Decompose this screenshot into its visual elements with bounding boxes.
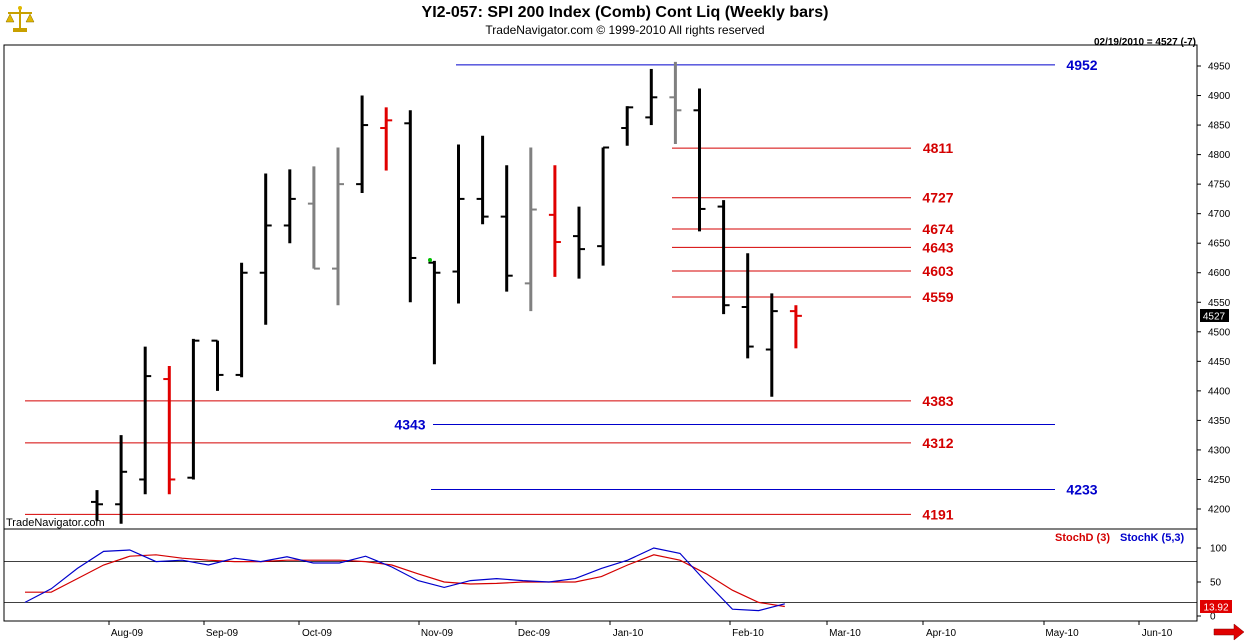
price-tick-label: 4750 xyxy=(1208,180,1231,191)
x-tick-label: Apr-10 xyxy=(926,628,956,639)
stoch-panel: 0 50 100 13.92 xyxy=(3,528,1232,623)
signal-dot xyxy=(428,258,432,262)
last-price-label: 4527 xyxy=(1203,312,1226,323)
price-level-label: 4603 xyxy=(922,263,953,279)
watermark: TradeNavigator.com xyxy=(6,517,105,529)
price-level-label: 4643 xyxy=(922,239,953,255)
legend-stochd: StochD (3) xyxy=(1055,532,1110,544)
last-price-box xyxy=(1200,309,1229,322)
price-tick-label: 4200 xyxy=(1208,505,1231,516)
price-tick-label: 4400 xyxy=(1208,386,1231,397)
price-tick-label: 4250 xyxy=(1208,475,1231,486)
scales-icon xyxy=(4,4,36,39)
price-level-label: 4343 xyxy=(394,417,425,433)
stoch-tick-label: 100 xyxy=(1210,544,1227,555)
price-tick-label: 4850 xyxy=(1208,121,1231,132)
price-plot-area xyxy=(3,44,1198,530)
price-level-label: 4674 xyxy=(922,221,953,237)
price-tick-label: 4500 xyxy=(1208,327,1231,338)
x-tick-label: Jun-10 xyxy=(1142,628,1173,639)
price-tick-label: 4700 xyxy=(1208,209,1231,220)
price-readout: 02/19/2010 = 4527 (-7) xyxy=(1093,37,1196,48)
x-tick-label: Mar-10 xyxy=(829,628,861,639)
stoch-series-line xyxy=(25,554,785,608)
price-bars xyxy=(91,61,802,524)
x-tick-label: Nov-09 xyxy=(421,628,454,639)
price-tick-label: 4900 xyxy=(1208,91,1231,102)
price-panel: 4952 4811 4727 4674 4643 4603 4559 4383 4343 4312… xyxy=(3,44,1231,530)
stoch-last-box xyxy=(1200,600,1232,613)
price-level-label: 4811 xyxy=(923,140,954,156)
price-tick-label: 4450 xyxy=(1208,357,1231,368)
price-tick-label: 4650 xyxy=(1208,239,1231,250)
stoch-plot-area xyxy=(3,528,1198,622)
price-level-label: 4383 xyxy=(922,393,953,409)
x-tick-label: Oct-09 xyxy=(302,628,332,639)
price-level-label: 4559 xyxy=(922,289,953,305)
scroll-right-arrow-icon[interactable] xyxy=(1213,623,1245,641)
x-tick-label: Feb-10 xyxy=(732,628,764,639)
price-level-label: 4312 xyxy=(922,435,953,451)
x-tick-label: Dec-09 xyxy=(518,628,551,639)
price-level-label: 4727 xyxy=(922,190,953,206)
price-levels: 4952 4811 4727 4674 4643 4603 4559 4383 4343 4312… xyxy=(25,57,1098,522)
price-tick-label: 4350 xyxy=(1208,416,1231,427)
price-tick-label: 4300 xyxy=(1208,445,1231,456)
stoch-tick-label: 0 xyxy=(1210,612,1216,623)
x-tick-label: Sep-09 xyxy=(206,628,239,639)
x-tick-label: Jan-10 xyxy=(613,628,644,639)
price-level-label: 4191 xyxy=(922,506,953,522)
chart-title: YI2-057: SPI 200 Index (Comb) Cont Liq (… xyxy=(421,4,829,21)
price-axis: 4200 4250 4300 4350 4400 4450 4500 4550 4600 4650… xyxy=(1197,62,1231,516)
price-tick-label: 4800 xyxy=(1208,150,1231,161)
x-axis: Aug-09 Sep-09 Oct-09 Nov-09 Dec-09 Jan-10 Feb-… xyxy=(108,621,1173,639)
stoch-last-label: 13.92 xyxy=(1203,603,1228,614)
stoch-grid: 0 50 100 xyxy=(4,544,1227,623)
copyright-subtitle: TradeNavigator.com © 1999-2010 All right… xyxy=(485,23,765,37)
stoch-lines xyxy=(24,547,785,612)
stoch-series-line xyxy=(24,547,785,612)
price-tick-label: 4550 xyxy=(1208,298,1231,309)
price-tick-label: 4950 xyxy=(1208,62,1231,73)
x-tick-label: May-10 xyxy=(1045,628,1079,639)
x-tick-label: Aug-09 xyxy=(111,628,144,639)
legend-stochk: StochK (5,3) xyxy=(1120,532,1185,544)
price-level-label: 4952 xyxy=(1066,57,1097,73)
price-tick-label: 4600 xyxy=(1208,268,1231,279)
stoch-tick-label: 50 xyxy=(1210,578,1222,589)
price-level-label: 4233 xyxy=(1066,482,1097,498)
